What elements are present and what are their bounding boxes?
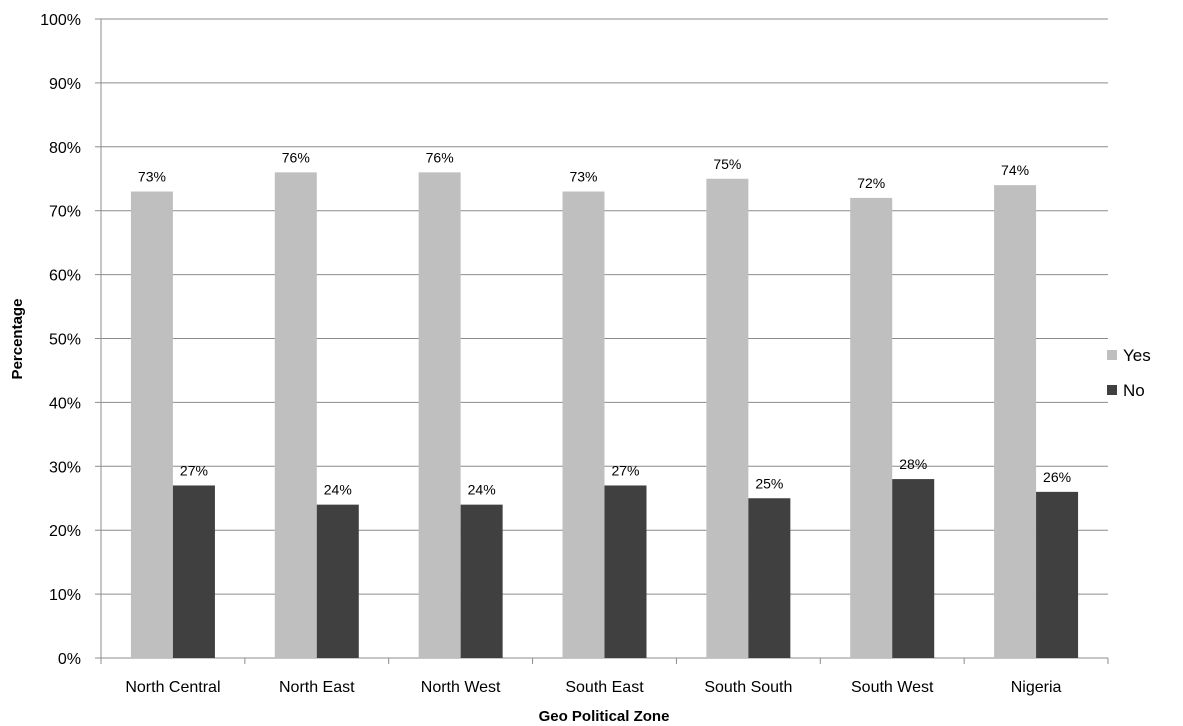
data-label-no: 27% bbox=[611, 462, 639, 478]
x-tick-label: Nigeria bbox=[1011, 679, 1062, 696]
y-tick-label: 80% bbox=[49, 140, 81, 157]
legend: Yes No bbox=[1107, 346, 1151, 400]
legend-label-yes: Yes bbox=[1123, 346, 1151, 365]
y-tick-label: 70% bbox=[49, 204, 81, 221]
bar-no bbox=[604, 485, 647, 658]
bar-yes bbox=[994, 185, 1037, 658]
bar-no bbox=[172, 485, 215, 658]
legend-label-no: No bbox=[1123, 381, 1145, 400]
data-label-no: 27% bbox=[180, 462, 208, 478]
x-tick-label: North East bbox=[279, 679, 355, 696]
data-label-yes: 73% bbox=[138, 169, 166, 185]
data-label-yes: 76% bbox=[282, 149, 310, 165]
data-label-yes: 75% bbox=[713, 156, 741, 172]
bar-yes bbox=[562, 191, 605, 658]
x-axis-title: Geo Political Zone bbox=[539, 708, 670, 725]
x-tick-label: North West bbox=[421, 679, 501, 696]
bar-yes bbox=[418, 172, 461, 659]
legend-swatch-yes bbox=[1107, 350, 1117, 360]
x-tick-label: South East bbox=[565, 679, 644, 696]
y-tick-labels: 0% 10% 20% 30% 40% 50% 60% 70% 80% 90% 100% bbox=[40, 12, 81, 668]
y-tick-label: 20% bbox=[49, 523, 81, 540]
y-tick-label: 90% bbox=[49, 76, 81, 93]
data-labels: 73% 27% 76% 24% 76% 24% 73% 27% 75% 25% 72% 28% 74% 2… bbox=[138, 149, 1071, 497]
data-label-no: 24% bbox=[468, 482, 496, 498]
bar-yes bbox=[130, 191, 173, 658]
data-label-yes: 72% bbox=[857, 175, 885, 191]
bar-yes bbox=[274, 172, 317, 659]
x-tick-label: South West bbox=[851, 679, 934, 696]
data-label-yes: 76% bbox=[426, 149, 454, 165]
x-tick-label: North Central bbox=[125, 679, 220, 696]
data-label-no: 28% bbox=[899, 456, 927, 472]
y-tick-label: 0% bbox=[58, 651, 81, 668]
bar-no bbox=[892, 479, 935, 658]
legend-swatch-no bbox=[1107, 385, 1117, 395]
y-tick-label: 60% bbox=[49, 268, 81, 285]
bar-yes bbox=[850, 197, 893, 659]
y-tick-label: 30% bbox=[49, 459, 81, 476]
x-tick-labels: North Central North East North West South E… bbox=[125, 679, 1061, 696]
y-axis-title: Percentage bbox=[9, 299, 26, 380]
bar-no bbox=[748, 498, 791, 658]
x-tick-label: South South bbox=[704, 679, 792, 696]
data-label-yes: 74% bbox=[1001, 162, 1029, 178]
data-label-no: 26% bbox=[1043, 469, 1071, 485]
y-tick-label: 40% bbox=[49, 395, 81, 412]
y-tick-label: 10% bbox=[49, 587, 81, 604]
y-tick-label: 50% bbox=[49, 332, 81, 349]
data-label-no: 24% bbox=[324, 482, 352, 498]
bars bbox=[130, 172, 1079, 659]
bar-no bbox=[460, 504, 503, 658]
data-label-no: 25% bbox=[755, 475, 783, 491]
y-tick-label: 100% bbox=[40, 12, 81, 29]
data-label-yes: 73% bbox=[569, 169, 597, 185]
bar-no bbox=[316, 504, 359, 658]
bar-yes bbox=[706, 178, 749, 658]
bar-no bbox=[1036, 491, 1079, 658]
